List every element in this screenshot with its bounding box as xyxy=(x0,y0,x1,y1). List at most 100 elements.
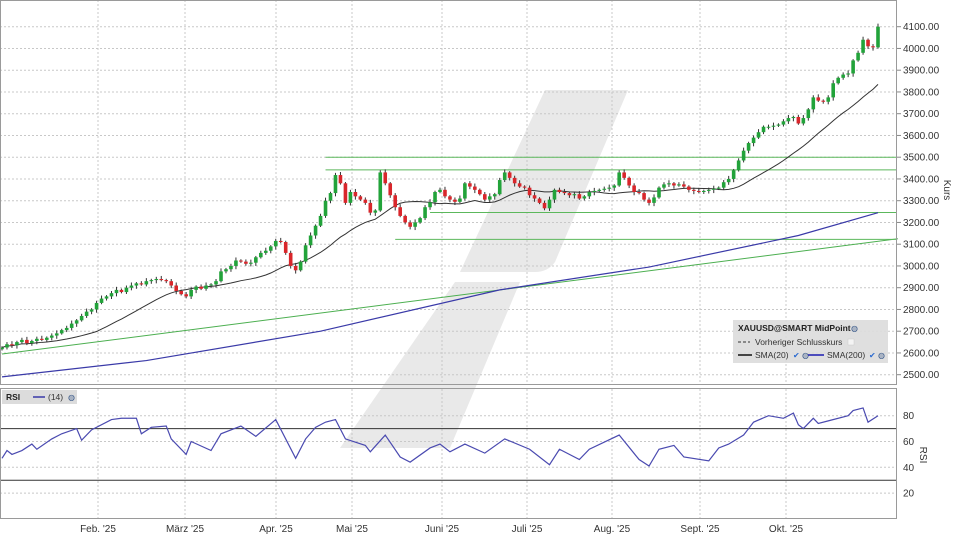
candle-up xyxy=(771,125,776,127)
candle-up xyxy=(30,340,34,344)
globe-icon[interactable]: ◍ xyxy=(802,351,809,360)
candle-down xyxy=(482,194,487,200)
candle-up xyxy=(298,261,303,271)
sma200-check-icon[interactable]: ✔ xyxy=(869,351,876,360)
x-tick-label: Juni '25 xyxy=(425,524,460,535)
candle-down xyxy=(478,189,482,195)
candle-down xyxy=(448,196,452,200)
candle-up xyxy=(249,262,253,264)
prev-close-checkbox[interactable] xyxy=(847,338,855,346)
candle-down xyxy=(179,290,183,295)
candle-up xyxy=(428,202,432,208)
y-tick-label: 3800.00 xyxy=(903,87,940,98)
candle-down xyxy=(577,194,582,199)
candle-up xyxy=(711,188,716,190)
y-tick-label: 3100.00 xyxy=(903,240,940,251)
candle-up xyxy=(308,235,313,246)
candle-down xyxy=(408,222,412,227)
sma20-check-icon[interactable]: ✔ xyxy=(793,351,800,360)
rsi-legend: RSI (14) ◍ xyxy=(2,390,77,404)
candle-down xyxy=(562,192,567,194)
candle-up xyxy=(79,315,84,321)
y-tick-label: 3000.00 xyxy=(903,261,940,272)
rsi-panel-border xyxy=(0,388,897,519)
candle-up xyxy=(811,97,816,110)
candle-down xyxy=(363,199,368,203)
candle-up xyxy=(204,285,208,289)
candle-up xyxy=(418,218,422,223)
candle-down xyxy=(468,183,472,187)
candle-down xyxy=(453,199,457,202)
y-tick-label: 3700.00 xyxy=(903,109,940,120)
candle-down xyxy=(647,199,651,203)
candle-down xyxy=(244,261,248,264)
candle-down xyxy=(398,207,402,216)
candle-up xyxy=(736,160,741,171)
candle-up xyxy=(582,196,587,199)
y-tick-label: 2600.00 xyxy=(903,348,940,359)
candle-down xyxy=(816,97,821,101)
price-panel-border xyxy=(0,0,897,385)
candle-down xyxy=(283,242,288,253)
price-panel xyxy=(0,23,898,378)
candle-up xyxy=(826,97,831,102)
candle-up xyxy=(35,338,39,341)
candle-down xyxy=(393,195,398,208)
candle-down xyxy=(338,175,343,184)
candle-down xyxy=(537,198,542,203)
candle-down xyxy=(25,339,29,344)
candle-up xyxy=(617,172,621,186)
candle-up xyxy=(463,183,467,199)
candle-up xyxy=(313,225,318,236)
x-tick-label: Feb. '25 xyxy=(80,524,116,535)
y-tick-label: 2800.00 xyxy=(903,305,940,316)
candle-down xyxy=(403,215,407,223)
candle-up xyxy=(328,193,333,201)
rsi-tick-label: 20 xyxy=(903,489,915,500)
candle-up xyxy=(607,187,612,189)
candle-up xyxy=(209,284,213,286)
candle-up xyxy=(841,74,845,78)
trendline xyxy=(1,238,898,355)
candle-up xyxy=(273,240,278,247)
globe-icon[interactable]: ◍ xyxy=(851,324,858,333)
price-legend: XAUUSD@SMART MidPoint ◍ Vorheriger Schlu… xyxy=(733,320,888,363)
candle-up xyxy=(721,182,726,188)
candle-down xyxy=(627,177,631,186)
candle-down xyxy=(507,172,512,178)
candle-up xyxy=(94,302,99,310)
candle-down xyxy=(119,289,124,293)
globe-icon[interactable]: ◍ xyxy=(878,351,885,360)
candle-down xyxy=(473,186,477,190)
legend-sma200: SMA(200) xyxy=(827,350,865,360)
candle-down xyxy=(527,187,532,196)
candle-up xyxy=(677,184,681,186)
candle-up xyxy=(109,293,114,297)
globe-icon[interactable]: ◍ xyxy=(68,393,75,402)
candle-up xyxy=(129,285,134,288)
x-tick-label: Aug. '25 xyxy=(594,524,631,535)
candle-up xyxy=(438,189,442,192)
candle-up xyxy=(597,189,602,191)
y-axis-label: Kurs xyxy=(941,180,952,201)
candle-up xyxy=(876,26,880,48)
candle-up xyxy=(318,215,323,226)
sma20-line xyxy=(1,83,879,348)
candle-up xyxy=(348,192,353,203)
candle-up xyxy=(846,73,850,75)
candle-down xyxy=(443,189,447,197)
candle-up xyxy=(716,187,721,189)
candle-down xyxy=(642,193,646,200)
candle-down xyxy=(622,172,626,178)
candle-up xyxy=(74,320,79,324)
candle-up xyxy=(726,178,731,183)
candle-up xyxy=(831,83,836,98)
candle-up xyxy=(134,283,139,286)
candle-up xyxy=(69,323,74,328)
x-tick-label: Apr. '25 xyxy=(259,524,293,535)
candle-up xyxy=(413,222,417,227)
candle-down xyxy=(866,39,870,47)
candle-down xyxy=(40,338,44,340)
candle-down xyxy=(159,279,164,281)
